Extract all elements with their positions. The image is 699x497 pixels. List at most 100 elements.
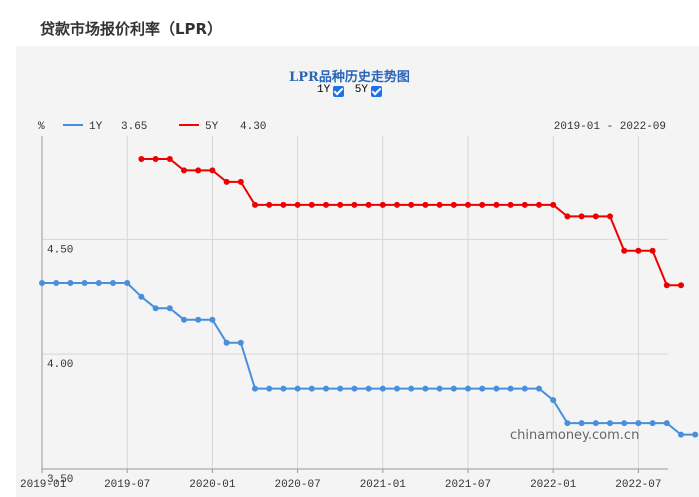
series-1y-point[interactable] [138, 293, 145, 300]
series-5y-point[interactable] [493, 201, 500, 208]
series-1y-point[interactable] [237, 339, 244, 346]
series-1y-point[interactable] [266, 385, 273, 392]
series-5y-point[interactable] [550, 201, 557, 208]
series-1y-point[interactable] [81, 280, 88, 286]
legend-5y[interactable]: 5Y 4.30 [179, 121, 266, 133]
checkbox-5y[interactable] [371, 85, 382, 97]
series-1y-point[interactable] [351, 385, 358, 392]
series-1y-point[interactable] [436, 385, 443, 392]
series-1y-point[interactable] [252, 385, 258, 392]
series-5y-point[interactable] [166, 156, 173, 162]
series-1y-point[interactable] [479, 385, 486, 392]
series-5y-point[interactable] [237, 178, 244, 185]
x-tick-label: 2020-01 [189, 479, 236, 491]
series-5y-point[interactable] [678, 282, 684, 289]
series-5y-point[interactable] [337, 201, 344, 208]
series-5y-point[interactable] [450, 201, 457, 208]
series-1y-point[interactable] [692, 431, 699, 438]
series-1y-point[interactable] [564, 420, 571, 427]
series-1y-point[interactable] [578, 420, 585, 427]
y-tick-label: 4.00 [47, 359, 73, 371]
legend-5y-name: 5Y [205, 121, 219, 133]
series-5y-point[interactable] [280, 201, 287, 208]
series-5y-point[interactable] [252, 201, 258, 208]
series-1y-point[interactable] [67, 280, 74, 286]
series-1y-point[interactable] [223, 339, 230, 346]
series-5y-point[interactable] [465, 201, 471, 208]
series-5y-point[interactable] [521, 201, 528, 208]
series-1y-point[interactable] [124, 280, 131, 286]
series-1y-point[interactable] [663, 420, 670, 427]
series-5y-point[interactable] [209, 167, 216, 174]
series-5y-point[interactable] [351, 201, 358, 208]
series-1y-point[interactable] [649, 420, 656, 427]
series-5y-point[interactable] [536, 201, 542, 208]
series-5y-point[interactable] [592, 213, 599, 220]
series-5y-point[interactable] [564, 213, 571, 220]
series-5y-point[interactable] [323, 201, 329, 208]
series-1y-point[interactable] [308, 385, 315, 392]
series-1y-point[interactable] [422, 385, 429, 392]
series-1y-point[interactable] [550, 397, 557, 404]
selector-5y[interactable]: 5Y [355, 84, 382, 97]
series-1y-point[interactable] [493, 385, 500, 392]
series-1y-point[interactable] [507, 385, 514, 392]
series-1y-point[interactable] [181, 316, 187, 323]
series-5y-point[interactable] [621, 247, 628, 254]
x-tick-label: 2019-01 [20, 479, 67, 491]
series-1y-point[interactable] [592, 420, 599, 427]
series-5y-point[interactable] [152, 156, 159, 162]
series-5y-point[interactable] [436, 201, 443, 208]
chart-title: LPR品种历史走势图 [289, 70, 410, 85]
series-1y-point[interactable] [450, 385, 457, 392]
series-1y-point[interactable] [95, 280, 102, 286]
series-5y-point[interactable] [649, 247, 656, 254]
series-1y-point[interactable] [110, 280, 116, 286]
series-1y-point[interactable] [521, 385, 528, 392]
series-5y-point[interactable] [394, 201, 400, 208]
series-5y-point[interactable] [223, 178, 230, 185]
series-1y-point[interactable] [678, 431, 684, 438]
series-1y-point[interactable] [294, 385, 301, 392]
series-5y-point[interactable] [479, 201, 486, 208]
series-1y-point[interactable] [152, 305, 159, 312]
series-1y-point[interactable] [280, 385, 287, 392]
series-5y-point[interactable] [607, 213, 613, 220]
series-5y-point[interactable] [408, 201, 415, 208]
series-5y-point[interactable] [138, 156, 145, 162]
series-5y-point[interactable] [294, 201, 301, 208]
series-5y-point[interactable] [578, 213, 585, 220]
series-1y-point[interactable] [394, 385, 400, 392]
series-1y-point[interactable] [365, 385, 372, 392]
series-1y-point[interactable] [465, 385, 471, 392]
selector-1y-label: 1Y [316, 84, 331, 96]
y-unit-label: % [38, 121, 45, 133]
series-1y-point[interactable] [53, 280, 60, 286]
series-5y-point[interactable] [365, 201, 372, 208]
series-1y-point[interactable] [635, 420, 642, 427]
y-tick-label: 4.50 [47, 244, 73, 256]
series-1y-point[interactable] [195, 316, 202, 323]
series-5y-point[interactable] [422, 201, 429, 208]
series-5y-point[interactable] [181, 167, 187, 174]
series-1y-point[interactable] [621, 420, 628, 427]
series-5y-point[interactable] [635, 247, 642, 254]
series-5y-point[interactable] [663, 282, 670, 289]
series-1y-point[interactable] [39, 280, 45, 286]
series-5y-point[interactable] [379, 201, 386, 208]
series-1y-point[interactable] [209, 316, 216, 323]
series-1y-point[interactable] [607, 420, 613, 427]
series-5y-point[interactable] [308, 201, 315, 208]
series-5y-point[interactable] [507, 201, 514, 208]
series-1y-point[interactable] [536, 385, 542, 392]
selector-1y[interactable]: 1Y [316, 84, 345, 97]
series-1y-point[interactable] [166, 305, 173, 312]
checkbox-1y[interactable] [333, 85, 345, 97]
series-5y-point[interactable] [266, 201, 273, 208]
series-1y-point[interactable] [379, 385, 386, 392]
series-5y-point[interactable] [195, 167, 202, 174]
series-1y-point[interactable] [337, 385, 344, 392]
legend-1y[interactable]: 1Y 3.65 [63, 121, 147, 133]
series-1y-point[interactable] [323, 385, 329, 392]
series-1y-point[interactable] [408, 385, 415, 392]
